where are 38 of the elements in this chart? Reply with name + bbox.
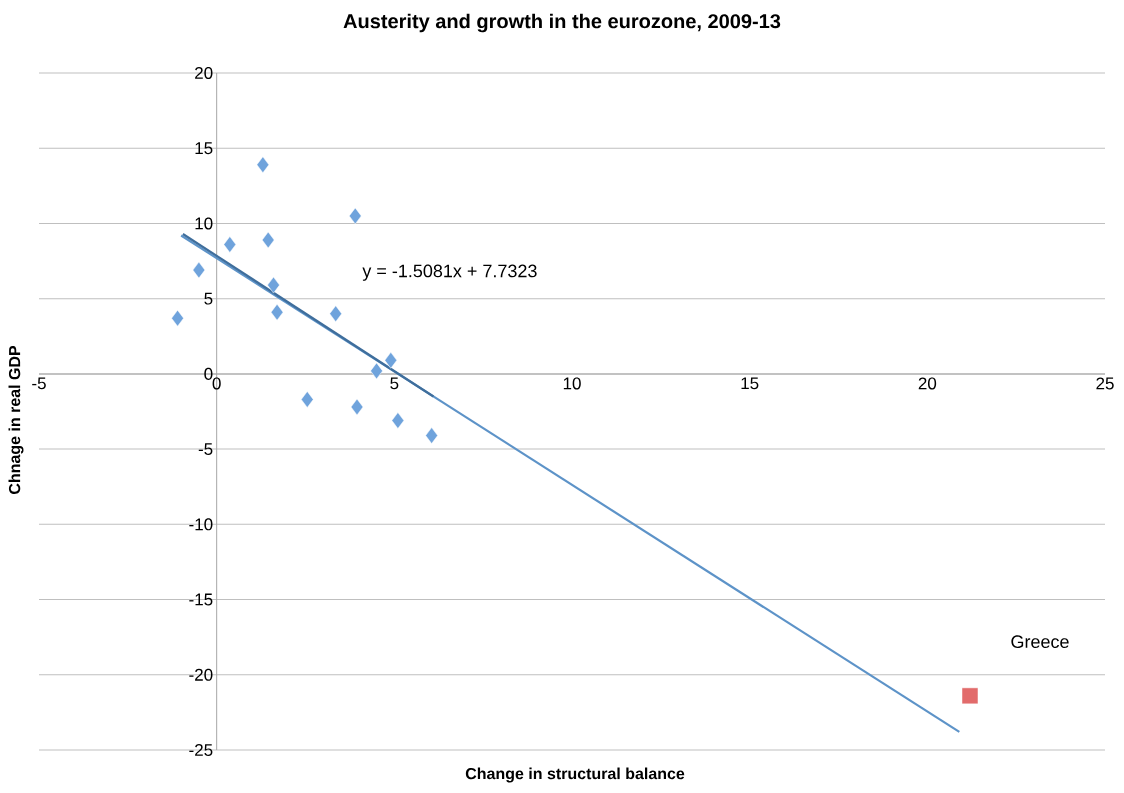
chart-title: Austerity and growth in the eurozone, 2009-13 — [343, 13, 781, 33]
x-tick-label: 0 — [212, 377, 221, 390]
point — [171, 309, 184, 327]
point — [301, 391, 314, 408]
point — [261, 231, 275, 249]
y-tick-label: -10 — [189, 518, 213, 531]
y-tick-label: 20 — [195, 66, 213, 80]
point — [391, 412, 405, 429]
y-tick-label: -20 — [189, 668, 213, 681]
x-tick-label: -5 — [32, 377, 46, 390]
y-tick-label: -25 — [189, 743, 213, 757]
point — [256, 156, 270, 174]
x-tick-label: 20 — [918, 377, 937, 390]
point — [329, 305, 342, 322]
x-tick-label: 25 — [1096, 377, 1114, 390]
point — [425, 427, 438, 444]
point — [349, 207, 362, 225]
y-tick-label: 10 — [195, 217, 213, 230]
point — [961, 687, 979, 705]
x-tick-label: 15 — [741, 377, 759, 390]
annotation: Greece — [1011, 635, 1069, 649]
x-tick-label: 10 — [563, 377, 581, 390]
point — [370, 362, 383, 380]
point — [384, 352, 398, 369]
x-axis-title: Change in structural balance — [465, 767, 685, 783]
y-tick-label: -5 — [198, 443, 213, 456]
point — [267, 276, 280, 294]
point — [223, 236, 237, 253]
point — [270, 303, 284, 321]
y-axis-title: Chnage in real GDP — [8, 345, 24, 495]
y-tick-label: 5 — [204, 292, 213, 305]
y-tick-label: -15 — [189, 593, 213, 606]
y-tick-label: 15 — [195, 142, 213, 155]
y-tick-label: 0 — [204, 367, 213, 380]
point — [192, 261, 206, 279]
annotation: y = -1.5081x + 7.7323 — [362, 264, 537, 281]
point — [350, 398, 364, 416]
x-tick-label: 5 — [390, 377, 399, 390]
